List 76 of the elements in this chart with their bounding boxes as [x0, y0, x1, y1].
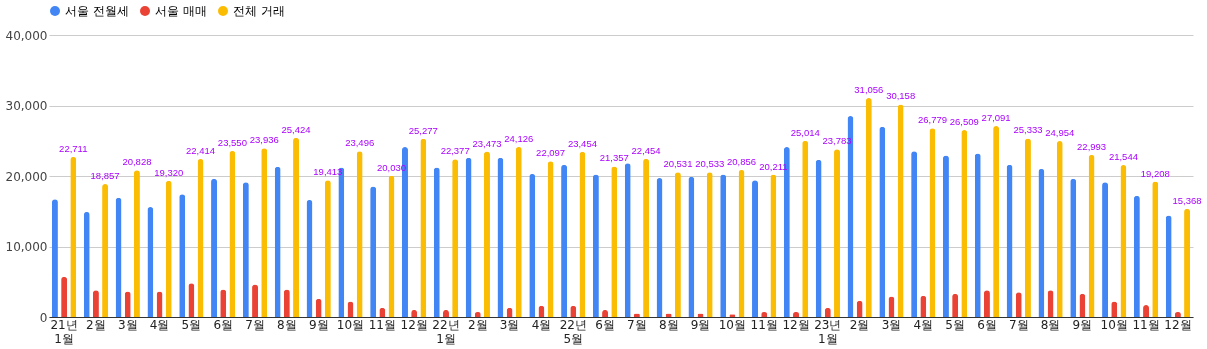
y-tick-label: 0	[39, 310, 48, 325]
data-label: 22,993	[1077, 140, 1107, 152]
data-label: 23,550	[217, 136, 247, 148]
x-tick-label: 5월	[181, 317, 202, 332]
x-tick-label: 11월	[1132, 317, 1160, 332]
legend-label: 서울 전월세	[65, 4, 129, 18]
x-tick-label: 12월	[782, 317, 810, 332]
x-tick-label: 8월	[658, 317, 679, 332]
data-label: 20,531	[663, 158, 693, 170]
data-label: 19,208	[1140, 167, 1170, 179]
data-label: 22,097	[536, 147, 566, 159]
data-label: 25,424	[281, 123, 311, 135]
x-tick-label: 4월	[149, 317, 170, 332]
x-tick-label: 5월	[945, 317, 965, 332]
data-label: 21,544	[1108, 151, 1138, 163]
data-label: 27,091	[981, 112, 1011, 124]
x-tick-label: 22년 1월	[432, 317, 460, 346]
data-label: 18,857	[90, 170, 120, 182]
x-tick-label: 12월	[400, 317, 428, 332]
x-tick-label: 7월	[627, 317, 647, 332]
x-tick-label: 6월	[977, 317, 997, 332]
data-label: 22,377	[440, 145, 470, 157]
x-tick-label: 22년 5월	[559, 317, 587, 346]
legend-label: 서울 매매	[155, 4, 207, 18]
data-label: 25,333	[1013, 124, 1043, 136]
y-tick-label: 40,000	[5, 28, 48, 43]
x-tick-label: 4월	[531, 317, 552, 332]
data-label: 23,454	[567, 137, 597, 149]
data-label: 24,954	[1045, 127, 1075, 139]
x-tick-label: 23년 1월	[814, 317, 842, 346]
data-label: 25,277	[408, 124, 438, 136]
data-label: 20,828	[122, 156, 152, 168]
x-tick-label: 9월	[690, 317, 711, 332]
x-tick-label: 8월	[277, 317, 297, 332]
x-tick-label: 3월	[881, 317, 902, 332]
x-tick-label: 10월	[1100, 317, 1128, 332]
legend-label: 전체 거래	[233, 4, 285, 18]
x-tick-label: 10월	[336, 317, 365, 332]
x-tick-label: 6월	[595, 317, 615, 332]
data-label: 20,856	[727, 155, 757, 167]
x-tick-label: 7월	[245, 317, 265, 332]
x-tick-label: 3월	[499, 317, 520, 332]
x-tick-label: 6월	[213, 317, 234, 332]
data-label: 24,126	[504, 132, 534, 144]
data-label: 31,056	[854, 84, 884, 96]
data-label: 26,779	[917, 114, 948, 126]
y-tick-label: 30,000	[5, 99, 48, 113]
x-tick-label: 11월	[368, 317, 396, 332]
data-label: 23,936	[249, 134, 279, 146]
data-label: 19,320	[154, 166, 184, 178]
data-label: 30,158	[886, 90, 916, 102]
data-label: 22,711	[59, 142, 88, 154]
data-label: 23,496	[345, 137, 375, 149]
x-tick-label: 7월	[1008, 317, 1029, 332]
x-tick-label: 21년 1월	[50, 317, 78, 346]
x-tick-label: 2월	[86, 317, 106, 332]
data-label: 15,368	[1172, 194, 1202, 206]
x-tick-label: 3월	[117, 317, 138, 332]
data-label: 23,473	[472, 137, 502, 149]
x-tick-label: 10월	[718, 317, 747, 332]
x-tick-label: 12월	[1164, 317, 1192, 332]
data-label: 25,014	[790, 126, 820, 138]
data-label: 22,454	[631, 144, 661, 156]
x-tick-label: 8월	[1040, 317, 1061, 332]
x-tick-label: 2월	[467, 317, 488, 332]
y-tick-label: 10,000	[5, 240, 48, 254]
x-tick-label: 4월	[913, 317, 934, 332]
data-label: 21,357	[599, 152, 629, 164]
y-tick-label: 20,000	[5, 169, 48, 184]
data-label: 22,414	[186, 144, 216, 156]
x-tick-label: 2월	[849, 317, 870, 332]
x-tick-label: 11월	[750, 317, 778, 332]
data-label: 26,509	[949, 116, 979, 128]
x-tick-label: 9월	[1072, 317, 1093, 332]
x-tick-label: 9월	[308, 317, 329, 332]
data-label: 20,533	[695, 158, 725, 170]
